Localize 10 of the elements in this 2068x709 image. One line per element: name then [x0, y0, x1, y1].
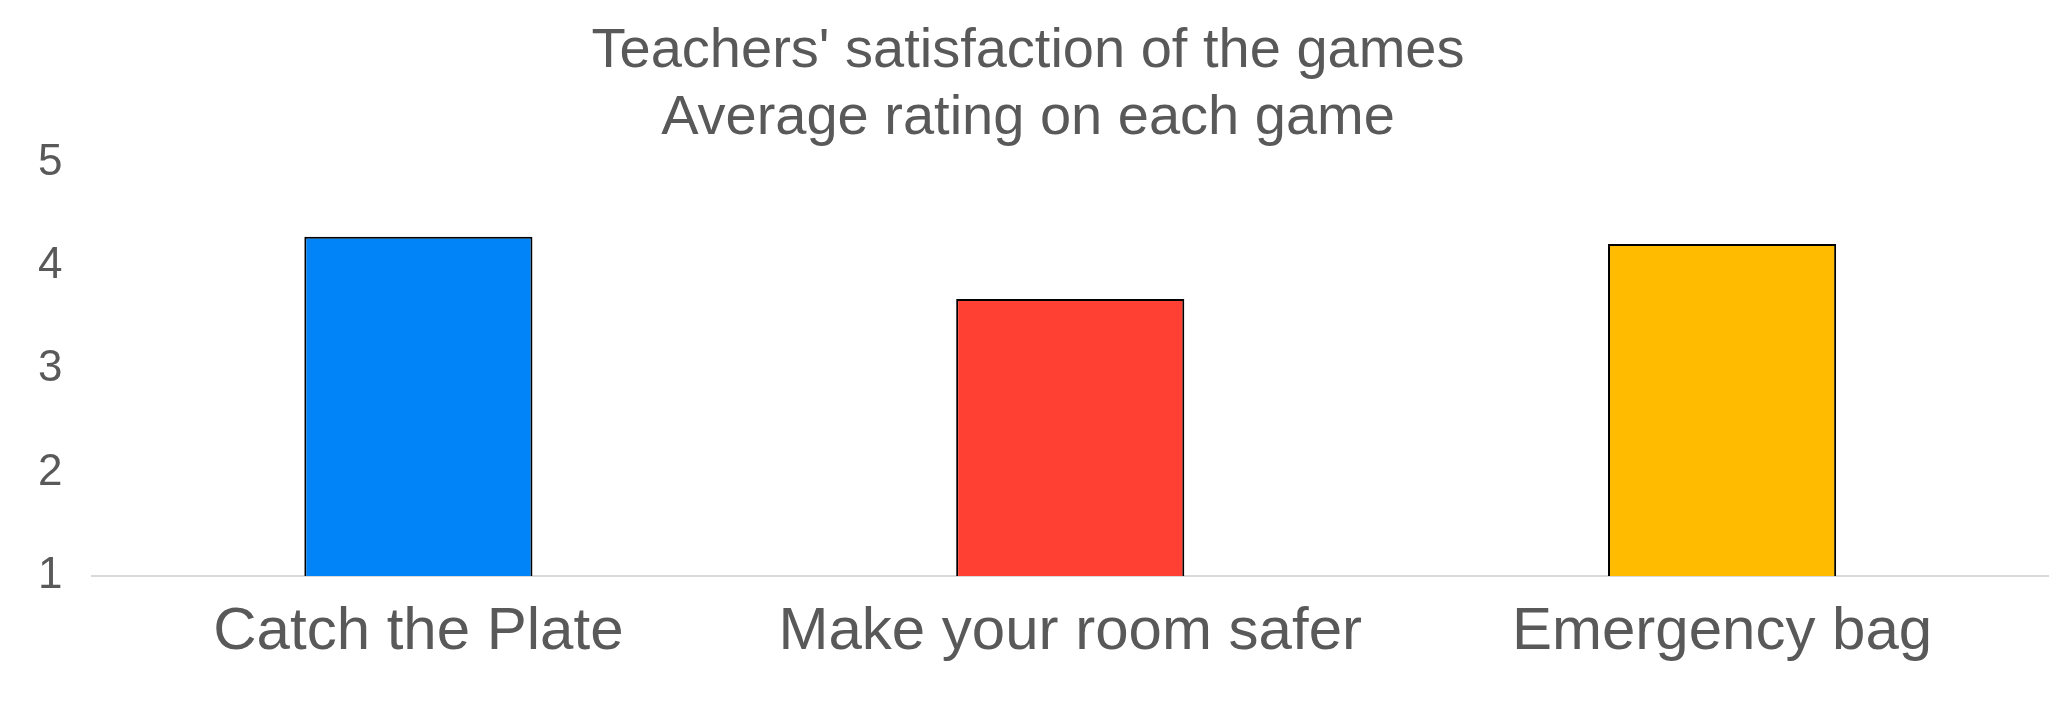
x-tick-label: Emergency bag [1511, 594, 1933, 662]
y-tick-label: 1 [37, 548, 63, 598]
chart-title: Teachers' satisfaction of the games [591, 16, 1465, 80]
y-tick-label: 4 [37, 237, 63, 287]
y-tick-label: 3 [37, 341, 63, 391]
x-tick-label: Make your room safer [778, 594, 1363, 662]
chart-subtitle: Average rating on each game [661, 83, 1395, 147]
y-tick-label: 5 [37, 134, 63, 184]
y-tick-label: 2 [37, 444, 63, 494]
x-tick-label: Catch the Plate [213, 594, 624, 662]
